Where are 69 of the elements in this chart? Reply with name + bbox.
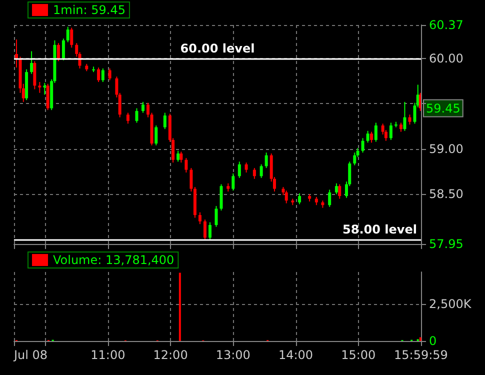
candlestick: [370, 131, 374, 144]
candlestick: [334, 182, 338, 195]
y-tick-label: 58.50: [429, 187, 464, 202]
candlestick: [244, 162, 248, 174]
candlestick: [180, 151, 183, 164]
ref-line-label: 60.00 level: [180, 41, 255, 56]
candlestick: [97, 67, 100, 83]
candlestick: [374, 122, 378, 142]
x-tick-label: 15:59:59: [394, 348, 448, 362]
ref-line-label: 58.00 level: [342, 222, 417, 236]
candlestick: [38, 82, 42, 94]
candlestick: [176, 150, 180, 162]
x-tick-label: Jul 08: [13, 348, 48, 362]
candlestick: [203, 219, 206, 241]
candlestick: [328, 189, 332, 208]
candlestick: [43, 82, 46, 96]
candlestick: [264, 152, 268, 168]
candlestick: [220, 184, 223, 212]
legend-label: Volume: 13,781,400: [53, 253, 174, 267]
candlestick: [66, 26, 70, 43]
candlestick: [238, 161, 241, 178]
candlestick: [108, 68, 112, 81]
y-tick-label: 0: [429, 334, 437, 348]
candlestick: [232, 172, 235, 192]
candlestick: [101, 68, 104, 83]
candlestick: [163, 112, 166, 130]
candlestick: [135, 108, 138, 124]
y-tick-label: 2,500K: [429, 296, 472, 311]
x-tick-label: 14:00: [278, 348, 314, 362]
x-tick-label: 12:00: [153, 348, 188, 362]
candlestick: [33, 60, 36, 90]
candlestick: [141, 101, 144, 114]
y-tick-label: 60.00: [429, 51, 464, 66]
x-tick-label: 13:00: [216, 348, 250, 362]
candlestick: [408, 114, 412, 126]
candlestick: [56, 42, 60, 62]
candlestick: [190, 167, 193, 192]
candlestick: [361, 138, 364, 154]
candlestick: [198, 212, 202, 225]
x-tick-label: 11:00: [90, 348, 126, 362]
candlestick: [403, 101, 406, 132]
candlestick: [418, 92, 421, 112]
candlestick: [298, 192, 302, 205]
candlestick: [338, 184, 342, 200]
candlestick: [366, 130, 370, 144]
candlestick: [154, 124, 158, 146]
candlestick: [62, 38, 65, 61]
annotation: 59.45: [426, 101, 460, 116]
candlestick: [252, 167, 256, 180]
bar: [419, 337, 422, 341]
candlestick: [214, 205, 218, 228]
candlestick: [184, 158, 188, 174]
y-tick-label: 59.00: [429, 142, 464, 156]
candlestick: [46, 83, 50, 111]
y-tick-label: 60.37: [429, 18, 464, 32]
candlestick: [399, 122, 402, 132]
candlestick: [70, 27, 74, 48]
candlestick: [208, 222, 212, 240]
candlestick: [30, 50, 34, 74]
candlestick: [260, 164, 263, 178]
bar: [178, 272, 181, 341]
x-tick-label: 15:00: [341, 348, 376, 362]
candlestick: [146, 102, 150, 118]
candlestick: [126, 112, 130, 124]
candlestick: [353, 152, 356, 166]
candlestick: [389, 122, 392, 140]
legend-label: 1min: 59.45: [53, 3, 126, 17]
candlestick: [284, 190, 288, 204]
y-tick-label: 57.95: [429, 237, 464, 251]
